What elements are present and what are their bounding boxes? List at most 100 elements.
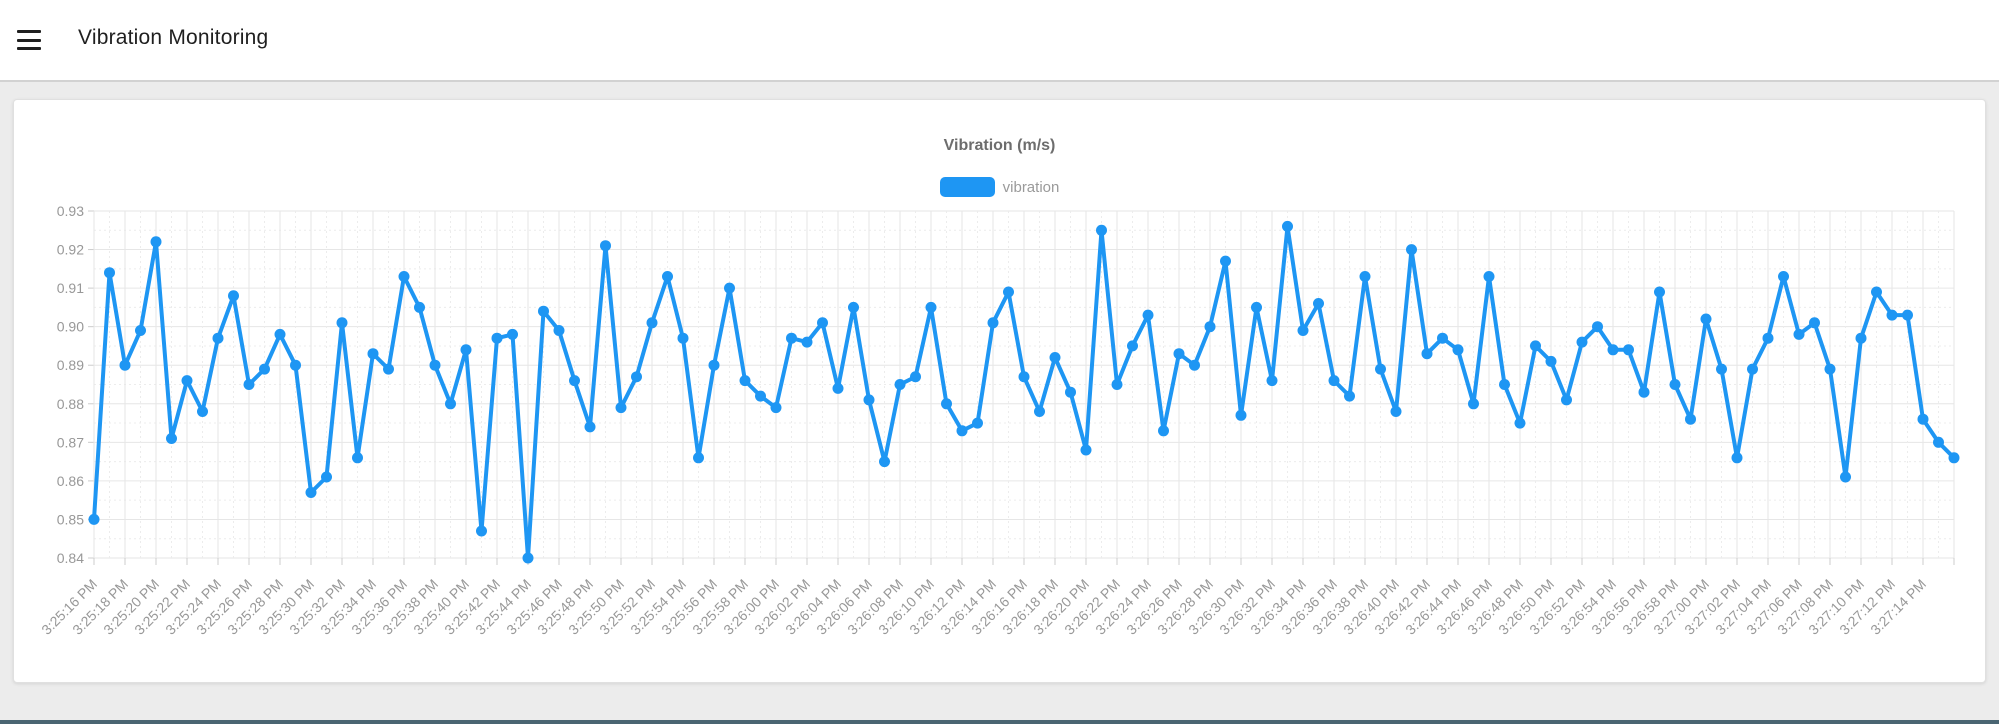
data-point[interactable] (491, 332, 503, 344)
data-point[interactable] (1189, 359, 1200, 371)
data-point[interactable] (1220, 255, 1231, 267)
data-point[interactable] (1545, 355, 1557, 367)
data-point[interactable] (615, 402, 627, 414)
data-point[interactable] (972, 417, 983, 429)
data-point[interactable] (1003, 286, 1014, 298)
data-point[interactable] (1561, 394, 1572, 406)
data-point[interactable] (1731, 452, 1743, 464)
data-point[interactable] (135, 325, 146, 336)
data-point[interactable] (801, 336, 813, 348)
data-point[interactable] (1065, 386, 1076, 398)
data-point[interactable] (1716, 363, 1727, 375)
data-point[interactable] (925, 301, 937, 313)
data-point[interactable] (259, 363, 270, 375)
data-point[interactable] (1452, 344, 1464, 356)
data-point[interactable] (584, 421, 596, 433)
data-point[interactable] (1638, 386, 1650, 398)
data-point[interactable] (677, 332, 689, 344)
data-point[interactable] (879, 456, 890, 468)
data-point[interactable] (662, 271, 673, 282)
data-point[interactable] (863, 394, 875, 406)
data-point[interactable] (724, 282, 735, 294)
data-point[interactable] (1406, 244, 1417, 256)
data-point[interactable] (1235, 409, 1247, 421)
data-point[interactable] (243, 379, 255, 390)
data-point[interactable] (1359, 271, 1371, 282)
data-point[interactable] (1917, 413, 1929, 425)
data-point[interactable] (1607, 344, 1619, 356)
data-point[interactable] (786, 332, 797, 344)
data-point[interactable] (1344, 390, 1355, 402)
data-point[interactable] (1762, 332, 1774, 344)
data-point[interactable] (1421, 348, 1433, 360)
data-point[interactable] (1576, 336, 1588, 348)
data-point[interactable] (1483, 271, 1495, 282)
data-point[interactable] (1049, 352, 1061, 363)
data-point[interactable] (1251, 301, 1262, 313)
data-point[interactable] (1871, 286, 1882, 298)
data-point[interactable] (1127, 340, 1138, 352)
data-point[interactable] (181, 375, 193, 387)
data-point[interactable] (1173, 348, 1185, 360)
data-point[interactable] (1809, 317, 1820, 329)
data-point[interactable] (1266, 375, 1278, 387)
data-point[interactable] (739, 375, 751, 387)
data-point[interactable] (1685, 413, 1696, 425)
data-point[interactable] (1747, 363, 1758, 375)
data-point[interactable] (197, 406, 208, 417)
data-point[interactable] (212, 332, 224, 344)
data-point[interactable] (228, 290, 239, 302)
data-point[interactable] (1096, 224, 1107, 236)
data-point[interactable] (150, 236, 162, 248)
data-point[interactable] (770, 402, 782, 414)
data-point[interactable] (708, 359, 720, 371)
data-point[interactable] (1375, 363, 1386, 375)
data-point[interactable] (1793, 328, 1805, 340)
data-point[interactable] (166, 433, 177, 444)
data-point[interactable] (1592, 321, 1603, 333)
data-point[interactable] (321, 471, 332, 483)
data-point[interactable] (1142, 309, 1154, 321)
data-point[interactable] (1902, 309, 1913, 321)
data-point[interactable] (956, 425, 968, 437)
data-point[interactable] (848, 301, 859, 313)
data-point[interactable] (832, 382, 844, 394)
data-point[interactable] (507, 328, 518, 340)
data-point[interactable] (1437, 332, 1448, 344)
chart-legend[interactable]: vibration (14, 176, 1985, 198)
data-point[interactable] (1514, 417, 1526, 429)
data-point[interactable] (352, 452, 363, 464)
data-point[interactable] (414, 301, 425, 313)
data-point[interactable] (1204, 321, 1216, 333)
data-point[interactable] (1669, 379, 1681, 390)
data-point[interactable] (1468, 398, 1479, 410)
data-point[interactable] (367, 348, 379, 360)
data-point[interactable] (1530, 340, 1541, 352)
data-point[interactable] (460, 344, 472, 356)
data-point[interactable] (445, 398, 456, 410)
data-point[interactable] (305, 487, 317, 498)
data-point[interactable] (538, 305, 549, 317)
data-point[interactable] (1328, 375, 1340, 387)
data-point[interactable] (1886, 309, 1898, 321)
data-point[interactable] (1297, 325, 1309, 336)
data-point[interactable] (1778, 271, 1789, 282)
data-point[interactable] (1623, 344, 1634, 356)
data-point[interactable] (1700, 313, 1712, 325)
data-point[interactable] (1840, 471, 1851, 483)
data-point[interactable] (569, 375, 580, 387)
data-point[interactable] (1933, 436, 1944, 448)
data-point[interactable] (1080, 444, 1092, 456)
data-point[interactable] (1018, 371, 1030, 383)
data-point[interactable] (1654, 286, 1665, 298)
data-point[interactable] (1948, 452, 1960, 464)
data-point[interactable] (755, 390, 766, 402)
data-point[interactable] (600, 240, 611, 252)
data-point[interactable] (646, 317, 658, 329)
hamburger-menu-icon[interactable] (17, 30, 41, 50)
data-point[interactable] (631, 371, 642, 383)
data-point[interactable] (1390, 406, 1402, 417)
data-point[interactable] (817, 317, 828, 329)
data-point[interactable] (88, 513, 100, 525)
data-point[interactable] (1824, 363, 1836, 375)
